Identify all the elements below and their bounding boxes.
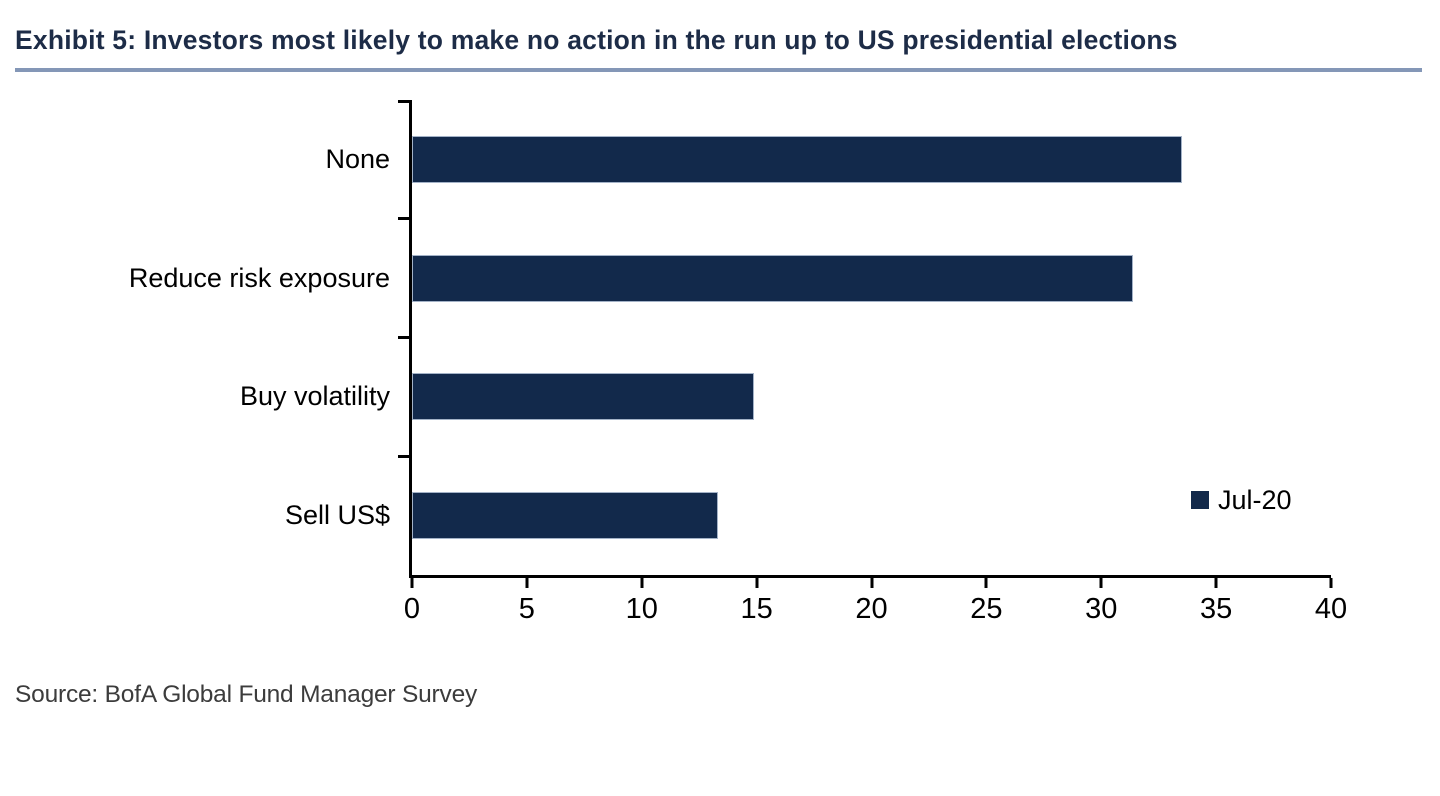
y-axis-tick [398, 336, 412, 339]
bar-buy-volatility [412, 373, 755, 421]
x-axis-tick-label: 5 [518, 593, 535, 625]
x-axis-tick-label: 20 [855, 593, 888, 625]
x-axis-tick [410, 578, 414, 588]
title-underline-rule [15, 68, 1422, 72]
x-axis-tick [525, 578, 529, 588]
y-axis-tick [398, 217, 412, 221]
bar-none [412, 135, 1182, 183]
category-label: None [325, 143, 390, 174]
x-axis-tick [1214, 578, 1218, 588]
category-label: Sell US$ [284, 500, 390, 531]
category-label: Buy volatility [239, 381, 390, 412]
x-axis-tick [1099, 578, 1103, 588]
x-axis-tick-label: 10 [625, 593, 658, 625]
source-attribution: Source: BofA Global Fund Manager Survey [15, 681, 478, 708]
bar-reduce-risk-exposure [412, 254, 1134, 302]
plot-area: 0 5 10 15 20 25 30 35 40 [398, 100, 1347, 625]
x-axis-tick [755, 578, 759, 588]
y-axis-tick [398, 100, 412, 103]
category-label: Reduce risk exposure [128, 262, 390, 293]
x-axis-tick-label: 30 [1085, 593, 1118, 625]
y-axis-category-labels: None Reduce risk exposure Buy volatility Se… [0, 100, 390, 575]
x-axis-tick [640, 578, 644, 588]
bar-sell-us- [412, 492, 718, 540]
x-axis-tick-label: 15 [740, 593, 773, 625]
y-axis-tick [398, 454, 412, 458]
legend: Jul-20 [1191, 484, 1292, 516]
chart-title: Exhibit 5: Investors most likely to make… [15, 25, 1178, 55]
legend-swatch-icon [1191, 491, 1209, 509]
x-axis-tick-label: 0 [403, 593, 421, 625]
x-axis-tick [984, 578, 988, 588]
x-axis-tick-label: 40 [1314, 593, 1348, 625]
legend-series-label: Jul-20 [1218, 484, 1292, 515]
x-axis-tick [870, 578, 873, 588]
x-axis-tick [1329, 578, 1333, 588]
x-axis-tick-label: 35 [1199, 593, 1233, 625]
x-axis-tick-label: 25 [970, 593, 1003, 625]
